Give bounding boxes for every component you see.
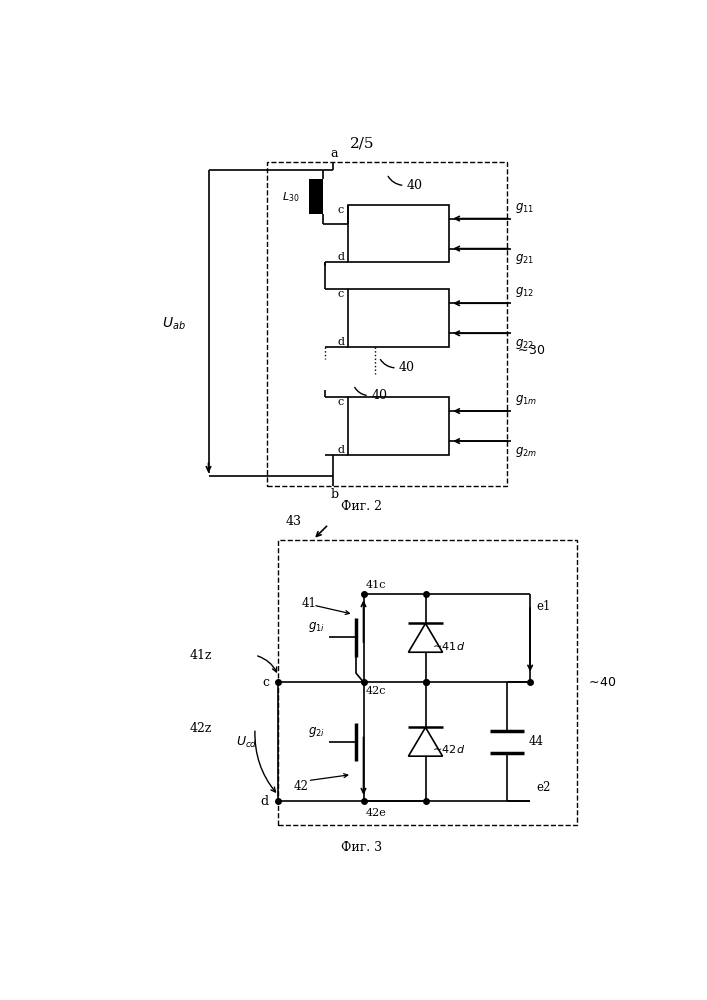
Text: d: d — [337, 337, 344, 347]
Bar — [348, 397, 449, 455]
Text: 40: 40 — [406, 179, 422, 192]
Text: 41: 41 — [301, 597, 316, 610]
Text: $\sim\!30$: $\sim\!30$ — [515, 344, 545, 358]
Text: $g_{1m}$: $g_{1m}$ — [515, 393, 537, 407]
Text: b: b — [330, 488, 339, 501]
Text: 40: 40 — [398, 361, 414, 374]
Text: 41c: 41c — [366, 580, 386, 590]
Text: $\sim\!42d$: $\sim\!42d$ — [430, 743, 465, 755]
Text: d: d — [261, 795, 269, 808]
Bar — [309, 179, 323, 214]
Text: 2/5: 2/5 — [350, 137, 374, 151]
Text: $U_{ab}$: $U_{ab}$ — [162, 316, 185, 332]
Text: Фиг. 3: Фиг. 3 — [341, 841, 382, 854]
Text: $g_{12}$: $g_{12}$ — [515, 285, 534, 299]
Text: d: d — [337, 252, 344, 262]
Text: $g_{11}$: $g_{11}$ — [515, 201, 534, 215]
Text: c: c — [338, 289, 344, 299]
Text: 42: 42 — [293, 780, 309, 793]
Text: Фиг. 2: Фиг. 2 — [341, 500, 382, 513]
Bar — [279, 540, 577, 825]
Bar — [267, 162, 507, 486]
Text: $\sim\!40$: $\sim\!40$ — [586, 676, 617, 689]
Text: 43: 43 — [286, 515, 302, 528]
Text: 44: 44 — [529, 735, 544, 748]
Text: 42e: 42e — [366, 808, 387, 818]
Text: 41z: 41z — [189, 649, 211, 662]
Bar — [348, 289, 449, 347]
Text: d: d — [337, 445, 344, 455]
Bar — [348, 205, 449, 262]
Text: $g_{1i}$: $g_{1i}$ — [308, 620, 325, 634]
Text: c: c — [338, 397, 344, 407]
Text: $g_{2m}$: $g_{2m}$ — [515, 445, 537, 459]
Text: e2: e2 — [537, 781, 551, 794]
Text: $\sim\!41d$: $\sim\!41d$ — [430, 640, 465, 652]
Text: $g_{22}$: $g_{22}$ — [515, 337, 534, 351]
Text: e1: e1 — [537, 600, 551, 613]
Text: c: c — [338, 205, 344, 215]
Text: c: c — [262, 676, 269, 689]
Text: 42z: 42z — [189, 722, 211, 735]
Text: 42c: 42c — [366, 686, 386, 696]
Text: 40: 40 — [371, 389, 387, 402]
Text: $L_{30}$: $L_{30}$ — [282, 190, 300, 204]
Text: a: a — [330, 147, 338, 160]
Text: $U_{cd}$: $U_{cd}$ — [236, 735, 258, 750]
Text: $g_{2i}$: $g_{2i}$ — [308, 725, 325, 739]
Text: $g_{21}$: $g_{21}$ — [515, 252, 534, 266]
